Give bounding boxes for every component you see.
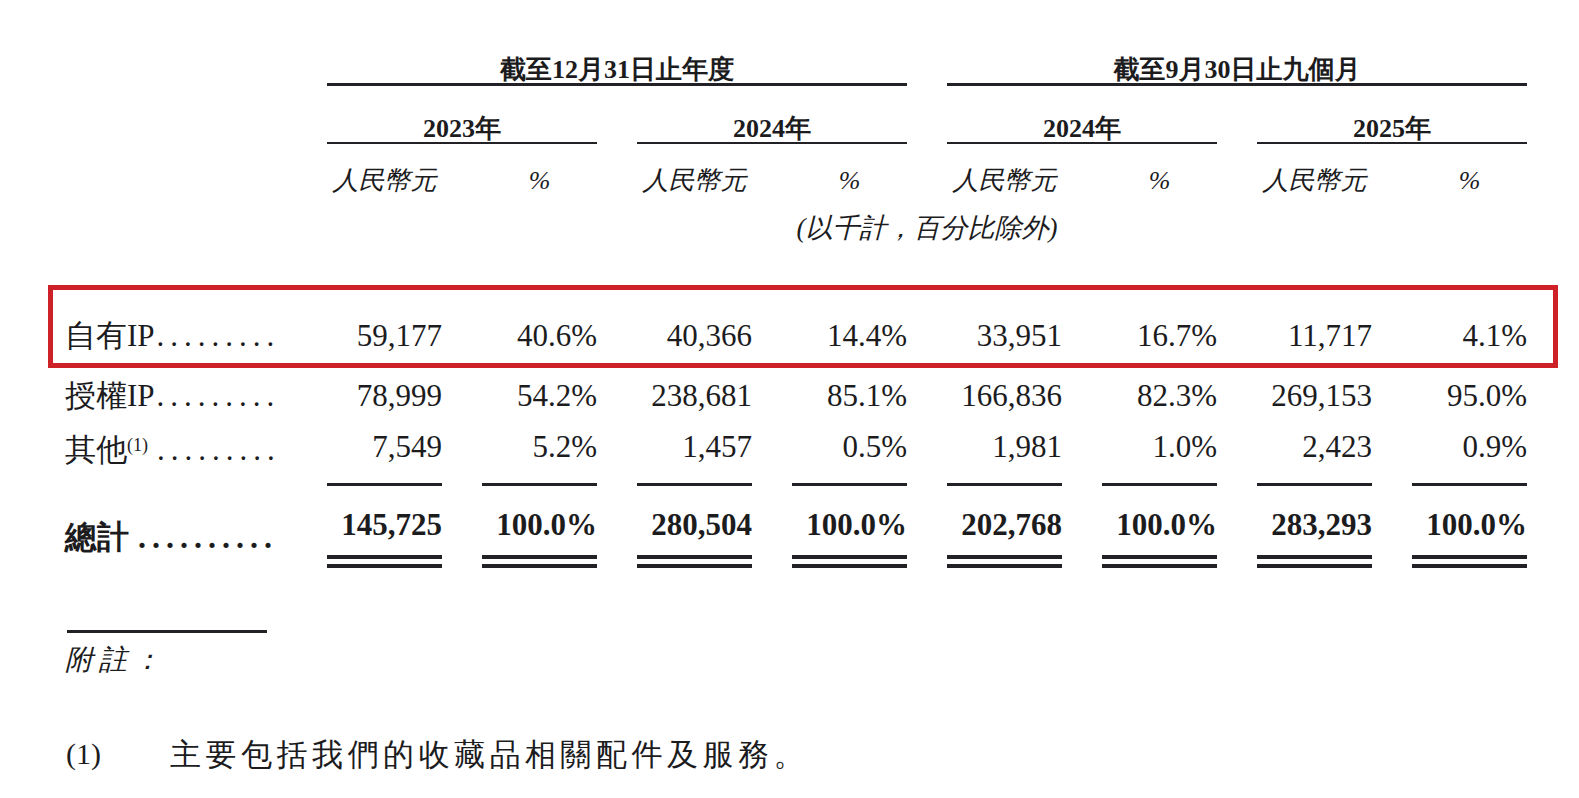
cell-licensed-ip-fy2024-pct: 85.1% xyxy=(792,368,907,425)
dot-leader: ......... xyxy=(157,318,281,353)
row-label-text: 其他 xyxy=(65,432,127,467)
cell-own-ip-9m2024-rmb: 33,951 xyxy=(947,242,1062,368)
cell-total-9m2024-pct: 100.0% xyxy=(1102,486,1217,568)
unit-header-percent: % xyxy=(1102,144,1217,194)
cell-own-ip-fy2023-rmb: 59,177 xyxy=(327,242,442,368)
year-header-2023: 2023年 xyxy=(327,86,597,144)
cell-own-ip-fy2024-rmb: 40,366 xyxy=(637,242,752,368)
cell-total-9m2025-pct: 100.0% xyxy=(1412,486,1527,568)
row-label-licensed-ip: 授權IP......... xyxy=(65,368,287,425)
cell-others-fy2024-pct: 0.5% xyxy=(792,425,907,486)
unit-header-currency: 人民幣元 xyxy=(947,144,1062,194)
cell-licensed-ip-fy2023-pct: 54.2% xyxy=(482,368,597,425)
cell-total-fy2023-pct: 100.0% xyxy=(482,486,597,568)
dot-leader: ......... xyxy=(157,378,281,413)
period-group-header-row: 截至12月31日止年度 截至9月30日止九個月 xyxy=(65,40,1527,86)
table-row-others: 其他(1)......... 7,549 5.2% 1,457 0.5% 1,9… xyxy=(65,425,1527,486)
units-note: (以千計，百分比除外) xyxy=(327,194,1527,242)
period-group-nine-months: 截至9月30日止九個月 xyxy=(947,40,1527,86)
cell-licensed-ip-9m2025-rmb: 269,153 xyxy=(1257,368,1372,425)
cell-licensed-ip-9m2024-pct: 82.3% xyxy=(1102,368,1217,425)
footnote-divider xyxy=(67,630,267,633)
unit-header-currency: 人民幣元 xyxy=(1257,144,1372,194)
cell-total-fy2024-rmb: 280,504 xyxy=(637,486,752,568)
cell-total-fy2024-pct: 100.0% xyxy=(792,486,907,568)
cell-others-9m2024-pct: 1.0% xyxy=(1102,425,1217,486)
cell-total-9m2025-rmb: 283,293 xyxy=(1257,486,1372,568)
cell-own-ip-9m2024-pct: 16.7% xyxy=(1102,242,1217,368)
unit-header-row: 人民幣元 % 人民幣元 % 人民幣元 % 人民幣元 % xyxy=(65,144,1527,194)
cell-own-ip-9m2025-pct: 4.1% xyxy=(1412,242,1527,368)
unit-header-currency: 人民幣元 xyxy=(637,144,752,194)
table-row-own-ip: 自有IP......... 59,177 40.6% 40,366 14.4% … xyxy=(65,242,1527,368)
year-header-2024-9m: 2024年 xyxy=(947,86,1217,144)
period-group-annual: 截至12月31日止年度 xyxy=(327,40,907,86)
units-note-row: (以千計，百分比除外) xyxy=(65,194,1527,242)
cell-own-ip-fy2023-pct: 40.6% xyxy=(482,242,597,368)
empty-corner-cell xyxy=(65,40,287,86)
dot-leader: ......... xyxy=(157,432,281,467)
footnote-marker: (1) xyxy=(66,737,101,771)
footnote-text: 主要包括我們的收藏品相關配件及服務。 xyxy=(170,734,809,776)
row-label-own-ip: 自有IP......... xyxy=(65,242,287,368)
cell-others-9m2024-rmb: 1,981 xyxy=(947,425,1062,486)
unit-header-percent: % xyxy=(792,144,907,194)
cell-own-ip-fy2024-pct: 14.4% xyxy=(792,242,907,368)
cell-others-fy2023-pct: 5.2% xyxy=(482,425,597,486)
row-label-text: 授權IP xyxy=(65,378,155,413)
document-page: 截至12月31日止年度 截至9月30日止九個月 2023年 2024年 2024… xyxy=(0,0,1579,798)
cell-others-9m2025-rmb: 2,423 xyxy=(1257,425,1372,486)
dot-leader: .......... xyxy=(138,519,278,555)
unit-header-currency: 人民幣元 xyxy=(327,144,442,194)
row-label-text: 自有IP xyxy=(65,318,155,353)
unit-header-percent: % xyxy=(1412,144,1527,194)
year-header-row: 2023年 2024年 2024年 2025年 xyxy=(65,86,1527,144)
row-label-total: 總計.......... xyxy=(65,486,287,568)
empty-cell xyxy=(65,144,287,194)
year-header-2025-9m: 2025年 xyxy=(1257,86,1527,144)
cell-licensed-ip-fy2023-rmb: 78,999 xyxy=(327,368,442,425)
revenue-by-ip-table: 截至12月31日止年度 截至9月30日止九個月 2023年 2024年 2024… xyxy=(25,40,1567,568)
empty-cell xyxy=(65,194,287,242)
row-label-others: 其他(1)......... xyxy=(65,425,287,486)
cell-total-fy2023-rmb: 145,725 xyxy=(327,486,442,568)
cell-others-9m2025-pct: 0.9% xyxy=(1412,425,1527,486)
year-header-2024: 2024年 xyxy=(637,86,907,144)
footnotes-heading: 附註： xyxy=(65,641,167,679)
empty-cell xyxy=(65,86,287,144)
cell-own-ip-9m2025-rmb: 11,717 xyxy=(1257,242,1372,368)
footnote-ref-1: (1) xyxy=(127,435,148,455)
table-row-total: 總計.......... 145,725 100.0% 280,504 100.… xyxy=(65,486,1527,568)
table-row-licensed-ip: 授權IP......... 78,999 54.2% 238,681 85.1%… xyxy=(65,368,1527,425)
cell-licensed-ip-9m2025-pct: 95.0% xyxy=(1412,368,1527,425)
cell-others-fy2023-rmb: 7,549 xyxy=(327,425,442,486)
cell-total-9m2024-rmb: 202,768 xyxy=(947,486,1062,568)
cell-others-fy2024-rmb: 1,457 xyxy=(637,425,752,486)
cell-licensed-ip-fy2024-rmb: 238,681 xyxy=(637,368,752,425)
row-label-text: 總計 xyxy=(65,519,129,555)
unit-header-percent: % xyxy=(482,144,597,194)
cell-licensed-ip-9m2024-rmb: 166,836 xyxy=(947,368,1062,425)
